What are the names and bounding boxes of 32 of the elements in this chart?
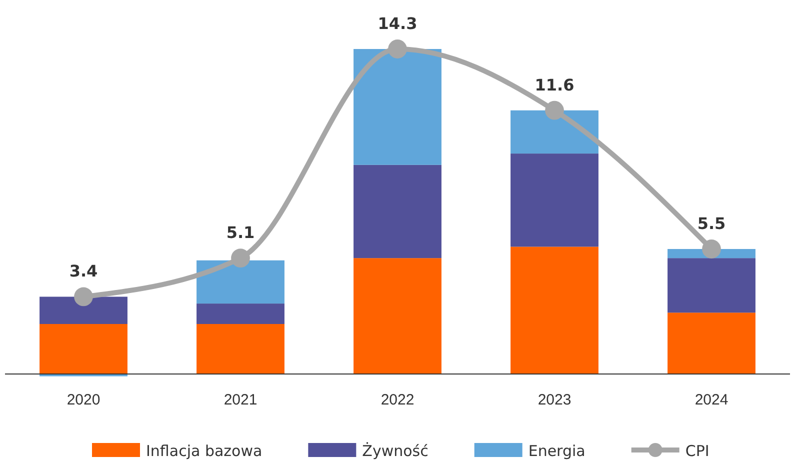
legend-label: Energia: [528, 442, 586, 460]
bar: [196, 324, 284, 374]
bar: [354, 258, 442, 374]
bar: [196, 304, 284, 324]
x-tick-label: 2020: [66, 392, 100, 409]
x-tick-label: 2022: [380, 392, 414, 409]
data-label: 5.5: [697, 214, 726, 233]
bar: [510, 246, 598, 374]
legend-label: Inflacja bazowa: [146, 442, 262, 460]
point: [231, 248, 250, 268]
bar: [354, 49, 442, 165]
bar: [196, 260, 284, 304]
point: [74, 287, 93, 306]
bar: [40, 324, 128, 374]
data-label: 5.1: [226, 223, 255, 242]
bar: [40, 296, 128, 324]
x-tick-label: 2023: [538, 392, 572, 409]
bar: [510, 154, 598, 247]
legend-label: Żywność: [362, 442, 428, 460]
legend-label: CPI: [685, 442, 710, 460]
bar: [510, 110, 598, 154]
bar: [668, 258, 756, 313]
x-tick-label: 2021: [224, 392, 258, 409]
x-tick-label: 2024: [694, 392, 728, 409]
bar: [668, 312, 756, 374]
data-label: 14.3: [378, 14, 418, 33]
data-label: 3.4: [69, 262, 98, 281]
point: [545, 100, 564, 120]
point: [702, 240, 721, 258]
bar: [354, 164, 442, 258]
data-label: 11.6: [534, 75, 574, 94]
point: [388, 40, 407, 58]
